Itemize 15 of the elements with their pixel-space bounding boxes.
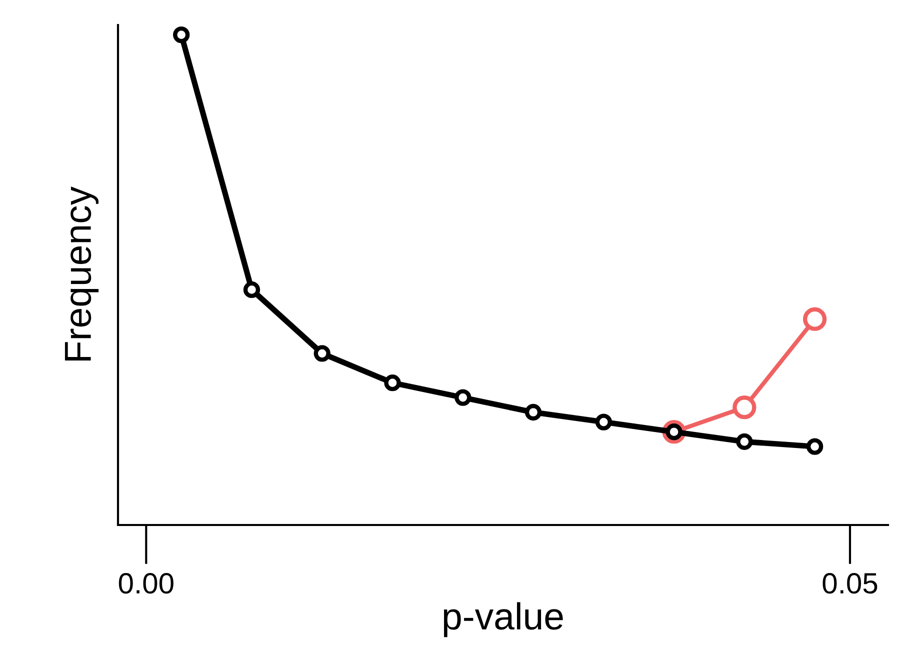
point	[454, 389, 472, 406]
x-tick-label: 0.05	[822, 572, 878, 594]
point	[802, 307, 827, 331]
point	[384, 374, 401, 392]
point	[736, 433, 753, 450]
point	[314, 345, 330, 362]
point	[173, 26, 190, 44]
point	[806, 438, 824, 455]
y-axis-title: Frequency	[64, 186, 99, 361]
x-tick-label: 0.00	[118, 572, 174, 594]
point	[595, 414, 612, 430]
point	[732, 396, 756, 420]
point	[243, 281, 260, 298]
point	[524, 404, 542, 421]
x-axis-title: p-value	[444, 602, 563, 638]
